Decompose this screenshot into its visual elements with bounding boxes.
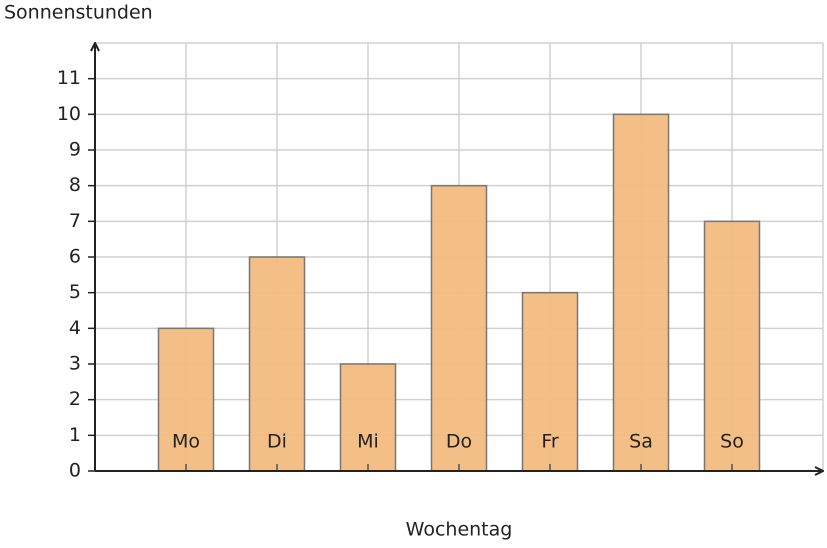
x-tick-label: Sa (629, 431, 653, 453)
x-tick-label: Mi (357, 431, 379, 453)
bar (521, 291, 579, 472)
y-tick-label: 8 (69, 174, 81, 196)
bar (157, 327, 215, 472)
x-tick-label: Di (267, 431, 287, 453)
bar (339, 363, 397, 472)
y-tick-label: 7 (69, 210, 81, 232)
y-tick-label: 11 (57, 67, 81, 89)
y-tick-label: 0 (69, 460, 81, 482)
bar (612, 113, 670, 472)
y-tick-label: 5 (69, 281, 81, 303)
y-tick-label: 9 (69, 139, 81, 161)
y-tick-label: 10 (57, 103, 81, 125)
bar (430, 184, 488, 472)
x-tick-label: Do (446, 431, 472, 453)
x-tick-label: Fr (541, 431, 559, 453)
x-tick-label: So (720, 431, 744, 453)
x-axis-label: Wochentag (406, 519, 513, 541)
x-tick-label: Mo (172, 431, 200, 453)
bar (248, 256, 306, 472)
y-tick-label: 1 (69, 424, 81, 446)
y-tick-label: 3 (69, 353, 81, 375)
y-tick-label: 6 (69, 246, 81, 268)
y-tick-label: 2 (69, 388, 81, 410)
y-tick-label: 4 (69, 317, 81, 339)
y-axis-label: Sonnenstunden (4, 2, 153, 24)
